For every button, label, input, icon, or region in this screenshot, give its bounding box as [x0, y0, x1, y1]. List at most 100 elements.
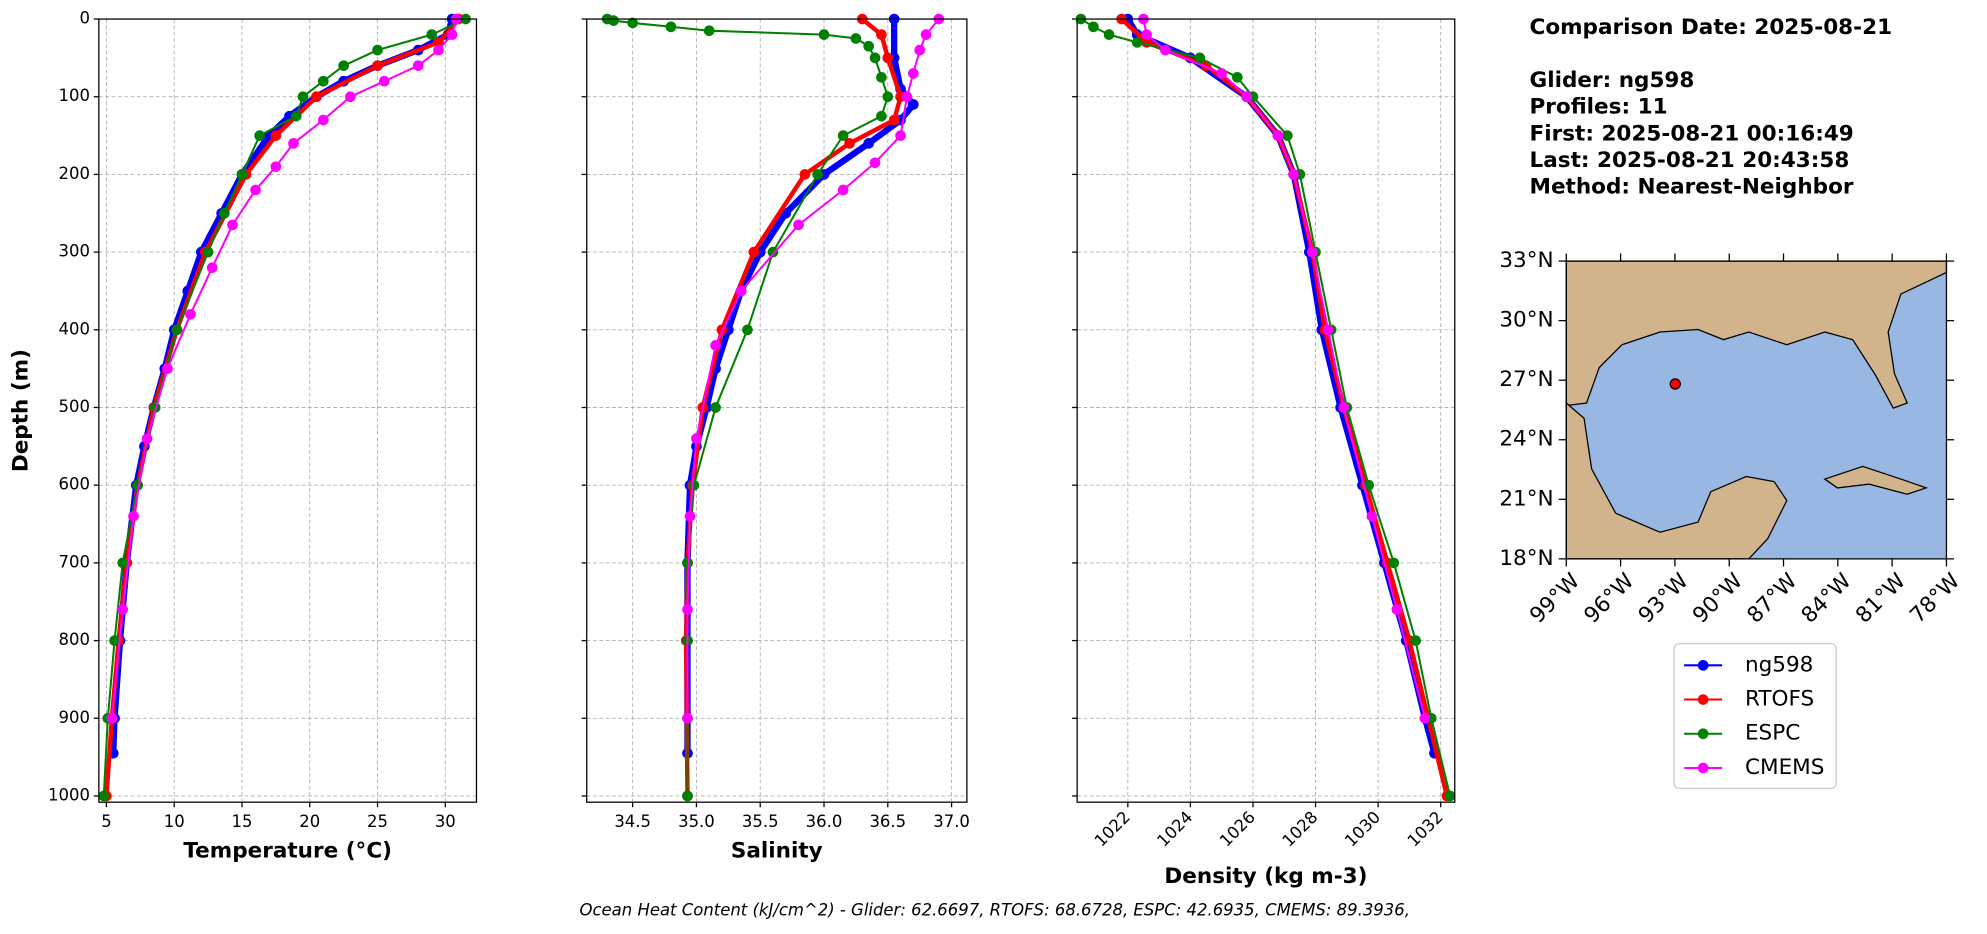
profile-marker [863, 138, 874, 149]
profile-marker [288, 138, 299, 149]
profile-line [1142, 18, 1426, 719]
profile-marker [703, 25, 715, 37]
profile-marker [311, 91, 322, 103]
profile-marker [171, 324, 183, 336]
x-tick-label: 1024 [1153, 807, 1196, 850]
profile-marker [682, 790, 693, 802]
y-tick-label: 400 [59, 319, 90, 338]
map [1565, 260, 1948, 560]
profile-marker [227, 219, 238, 231]
profile-marker [98, 790, 110, 802]
map-lon-label: 78°W [1905, 569, 1965, 629]
profile-marker [907, 68, 919, 79]
profile-marker [710, 402, 721, 413]
profile-marker [206, 262, 218, 273]
profile-marker [665, 21, 677, 33]
x-tick-label: 20 [299, 812, 320, 831]
profile-marker [850, 33, 862, 44]
profile-marker [1363, 479, 1375, 491]
profile-marker [141, 433, 153, 444]
glider-location [1669, 378, 1681, 390]
profile-marker [372, 60, 383, 71]
profile-marker [128, 510, 139, 522]
profile-marker [270, 130, 282, 141]
profile-marker [433, 37, 444, 48]
profile-marker [202, 246, 214, 258]
profile-marker [1366, 510, 1378, 522]
map-lat-label: 33°N [1499, 248, 1553, 273]
map-lat-label: 30°N [1499, 308, 1553, 333]
y-tick-label: 0 [79, 9, 89, 28]
profile-marker [735, 285, 747, 297]
profile-marker [869, 157, 881, 169]
profile-marker [219, 207, 230, 219]
profile-marker [290, 110, 302, 122]
profile-marker [270, 161, 282, 172]
profile-marker [837, 130, 849, 141]
profile-marker [254, 130, 265, 141]
profile-marker [863, 40, 874, 52]
x-tick-label: 25 [367, 812, 388, 831]
info-line: Profiles: 11 [1530, 95, 1668, 120]
profile-marker [250, 184, 261, 196]
y-axis-label: Depth (m) [9, 349, 34, 472]
x-tick-label: 30 [435, 812, 456, 831]
profile-marker [882, 91, 894, 103]
y-tick-label: 900 [59, 708, 90, 727]
profile-marker [1160, 44, 1171, 56]
x-tick-label: 36.0 [806, 812, 843, 831]
profile-marker [742, 324, 753, 336]
profile-marker [627, 17, 638, 29]
info-line: Method: Nearest-Neighbor [1530, 175, 1854, 200]
profile-marker [710, 340, 721, 351]
profile-marker [1419, 712, 1431, 724]
profile-marker [1141, 29, 1152, 40]
profile-marker [748, 246, 760, 258]
legend-label: ng598 [1745, 652, 1813, 677]
profile-marker [297, 91, 309, 103]
profile-marker [682, 604, 693, 615]
profile-marker [793, 219, 804, 231]
profile-marker [882, 52, 894, 64]
info-line: Glider: ng598 [1530, 68, 1695, 93]
map-frame [1565, 260, 1948, 560]
profile-marker [109, 635, 120, 646]
profile-marker [1272, 130, 1284, 141]
map-lon-label: 93°W [1634, 569, 1694, 629]
x-axis-label: Salinity [731, 839, 823, 864]
legend-label: RTOFS [1745, 687, 1814, 712]
x-tick-label: 15 [231, 812, 252, 831]
map-lat-label: 27°N [1499, 367, 1553, 392]
profile-marker [799, 169, 811, 180]
info-line: First: 2025-08-21 00:16:49 [1530, 121, 1854, 146]
profile-marker [688, 479, 700, 491]
profile-marker [412, 60, 424, 71]
y-tick-label: 700 [59, 552, 90, 571]
y-tick-label: 1000 [48, 785, 90, 804]
info-line: Last: 2025-08-21 20:43:58 [1530, 148, 1850, 173]
legend-marker [1697, 762, 1709, 774]
y-tick-label: 800 [59, 630, 90, 649]
profile-marker [876, 71, 887, 83]
info-title: Comparison Date: 2025-08-21 [1530, 15, 1893, 40]
legend-marker [1697, 728, 1709, 740]
profile-marker [1338, 402, 1350, 413]
profile-marker [837, 184, 849, 196]
x-tick-label: 1022 [1091, 807, 1134, 850]
profile-marker [1216, 68, 1228, 79]
map-lon-label: 81°W [1851, 569, 1911, 629]
profile-marker [338, 60, 349, 71]
x-tick-label: 35.0 [678, 812, 715, 831]
profile-marker [876, 29, 887, 40]
profile-marker [608, 15, 619, 26]
legend-marker [1697, 659, 1709, 671]
y-tick-label: 300 [59, 242, 90, 261]
profile-marker [117, 557, 129, 569]
profile-marker [1103, 29, 1115, 40]
profile-marker [818, 29, 830, 40]
profile-marker [426, 29, 438, 40]
map-lat-label: 18°N [1499, 546, 1553, 571]
axes-frame [586, 18, 968, 803]
profile-marker [876, 110, 887, 122]
profile-marker [162, 363, 173, 374]
